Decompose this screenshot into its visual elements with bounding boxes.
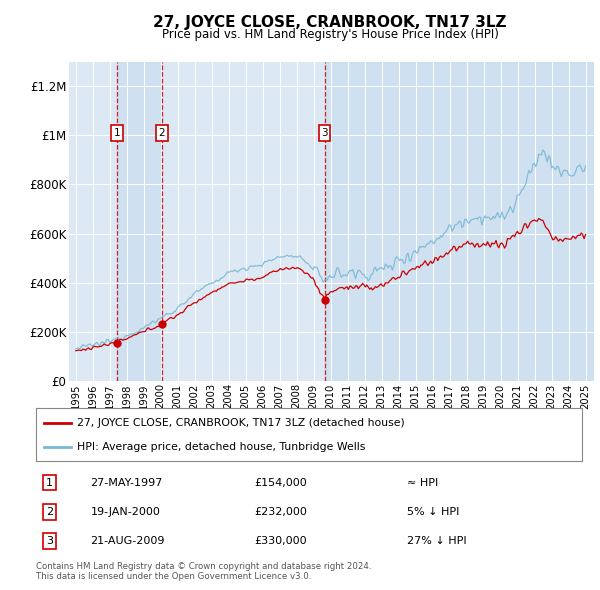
Text: Price paid vs. HM Land Registry's House Price Index (HPI): Price paid vs. HM Land Registry's House …: [161, 28, 499, 41]
Bar: [325, 62, 594, 381]
Text: 21-AUG-2009: 21-AUG-2009: [91, 536, 165, 546]
Text: 27, JOYCE CLOSE, CRANBROOK, TN17 3LZ (detached house): 27, JOYCE CLOSE, CRANBROOK, TN17 3LZ (de…: [77, 418, 404, 428]
Text: 2: 2: [46, 507, 53, 517]
Text: HPI: Average price, detached house, Tunbridge Wells: HPI: Average price, detached house, Tunb…: [77, 442, 365, 452]
Text: 5% ↓ HPI: 5% ↓ HPI: [407, 507, 460, 517]
Text: 27, JOYCE CLOSE, CRANBROOK, TN17 3LZ: 27, JOYCE CLOSE, CRANBROOK, TN17 3LZ: [153, 15, 507, 30]
Bar: [117, 62, 161, 381]
Text: 1: 1: [46, 477, 53, 487]
Text: £232,000: £232,000: [254, 507, 307, 517]
Text: 2: 2: [158, 128, 165, 138]
Text: £330,000: £330,000: [254, 536, 307, 546]
Text: 27% ↓ HPI: 27% ↓ HPI: [407, 536, 467, 546]
Text: Contains HM Land Registry data © Crown copyright and database right 2024.
This d: Contains HM Land Registry data © Crown c…: [36, 562, 371, 581]
Text: 3: 3: [321, 128, 328, 138]
Text: 1: 1: [113, 128, 120, 138]
Text: £154,000: £154,000: [254, 477, 307, 487]
Text: 19-JAN-2000: 19-JAN-2000: [91, 507, 160, 517]
Text: 3: 3: [46, 536, 53, 546]
Text: ≈ HPI: ≈ HPI: [407, 477, 439, 487]
Text: 27-MAY-1997: 27-MAY-1997: [91, 477, 163, 487]
